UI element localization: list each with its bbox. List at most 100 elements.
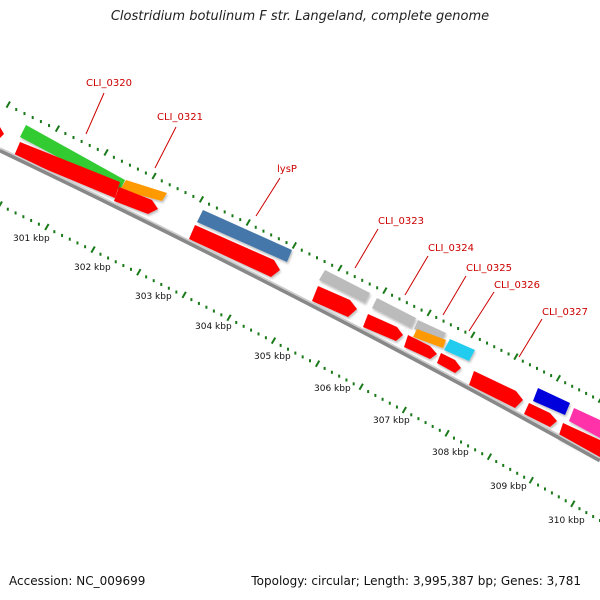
scale-tick <box>294 351 297 355</box>
outer-tick <box>368 282 371 286</box>
gene-bar-cli-0325[interactable] <box>413 329 446 348</box>
scale-tick <box>301 355 304 359</box>
outer-tick <box>120 159 123 163</box>
gene-bar-blue[interactable] <box>533 388 570 415</box>
outer-tick <box>48 124 51 128</box>
gene-label-cli-0320[interactable]: CLI_0320 <box>86 78 132 89</box>
scale-tick <box>528 476 534 484</box>
outer-tick <box>270 233 273 237</box>
scale-tick <box>495 460 498 464</box>
scale-tick <box>167 286 170 290</box>
scale-tick <box>417 417 420 421</box>
scale-tick <box>84 245 87 249</box>
outer-tick <box>184 191 187 195</box>
outer-tick <box>5 101 11 109</box>
gene-label-cli-0326[interactable]: CLI_0326 <box>494 280 540 291</box>
scale-tick <box>502 463 505 467</box>
scale-tick <box>145 275 148 279</box>
scale-tick <box>381 397 384 401</box>
gene-label-cli-0324[interactable]: CLI_0324 <box>428 243 474 254</box>
scale-label: 310 kbp <box>548 516 585 526</box>
scale-tick <box>543 487 546 491</box>
outer-tick <box>239 218 242 222</box>
scale-tick <box>438 428 441 432</box>
outer-tick <box>564 381 567 385</box>
gene-bar-cli-0324b[interactable] <box>414 320 446 341</box>
outer-tick <box>442 319 445 323</box>
outer-tick <box>478 337 481 341</box>
outer-tick <box>464 330 467 334</box>
outer-tick <box>486 341 489 345</box>
scale-tick <box>374 393 377 397</box>
scale-tick <box>367 390 370 394</box>
outer-tick <box>144 171 147 175</box>
scale-tick <box>358 383 364 391</box>
gene-label-cli-0321[interactable]: CLI_0321 <box>157 112 203 123</box>
outer-tick <box>277 237 280 241</box>
scale-label: 306 kbp <box>314 384 351 394</box>
cds-arrow-6[interactable] <box>404 335 437 359</box>
cds-arrow-partial[interactable] <box>0 127 4 138</box>
gene-label-cli-0323[interactable]: CLI_0323 <box>378 216 424 227</box>
scale-tick <box>410 413 413 417</box>
gene-bar-lysp[interactable] <box>197 210 292 262</box>
cds-arrow-7[interactable] <box>437 353 461 373</box>
scale-tick <box>330 370 333 374</box>
scale-tick <box>486 453 493 461</box>
feature-track <box>0 125 600 460</box>
scale-tick <box>509 467 512 471</box>
outer-tick <box>96 147 99 151</box>
gene-bar-cli-0323[interactable] <box>319 270 370 303</box>
gene-labels: CLI_0320 CLI_0321 lysP CLI_0323 CLI_0324… <box>86 78 588 318</box>
scale-tick <box>592 515 595 519</box>
outer-tick <box>64 132 67 136</box>
outer-tick <box>528 363 531 367</box>
gene-label-lysp[interactable]: lysP <box>277 164 297 175</box>
scale-tick <box>197 301 200 305</box>
gene-bar-cli-0321[interactable] <box>120 180 167 201</box>
cds-arrow-1[interactable] <box>14 142 120 198</box>
scale-tick <box>286 347 289 351</box>
genome-summary-text: Topology: circular; Length: 3,995,387 bp… <box>251 574 581 588</box>
outer-tick <box>223 210 226 214</box>
gene-bar-pink[interactable] <box>569 408 600 438</box>
cds-arrow-8[interactable] <box>469 371 523 408</box>
outer-tick <box>316 256 318 260</box>
outer-tick <box>136 167 139 171</box>
outer-tick <box>323 260 326 264</box>
gene-label-cli-0325[interactable]: CLI_0325 <box>466 263 512 274</box>
cds-arrow-4[interactable] <box>312 286 357 317</box>
outer-tick <box>592 395 595 399</box>
scale-tick <box>6 207 9 211</box>
scale-tick <box>388 401 391 405</box>
outer-tick <box>300 248 303 252</box>
outer-tick <box>391 293 394 297</box>
scale-labels: 301 kbp 302 kbp 303 kbp 304 kbp 305 kbp … <box>13 234 585 526</box>
outer-tick <box>112 155 115 159</box>
outer-tick <box>405 301 408 305</box>
outer-tick <box>198 195 205 203</box>
cds-arrow-9[interactable] <box>524 403 557 427</box>
scale-tick <box>190 298 193 302</box>
outer-tick <box>192 194 195 198</box>
scale-tick <box>395 405 398 409</box>
outer-tick <box>500 348 503 352</box>
cds-arrow-3[interactable] <box>189 225 280 277</box>
gene-bar-cli-0324[interactable] <box>372 298 416 328</box>
outer-tick <box>420 308 423 312</box>
outer-tick <box>54 125 61 133</box>
gene-bar-cli-0326[interactable] <box>444 339 475 361</box>
scale-label: 303 kbp <box>135 292 172 302</box>
outer-tick <box>291 241 298 249</box>
scale-tick <box>585 511 588 515</box>
gene-label-cli-0327[interactable]: CLI_0327 <box>542 307 588 318</box>
outer-tick <box>23 112 26 116</box>
outer-tick <box>413 304 416 308</box>
outer-tick <box>571 384 574 388</box>
label-leaders <box>85 92 543 358</box>
cds-arrow-2[interactable] <box>114 187 158 214</box>
cds-arrow-10[interactable] <box>558 423 600 460</box>
cds-arrow-5[interactable] <box>363 314 403 341</box>
scale-tick <box>250 328 253 332</box>
